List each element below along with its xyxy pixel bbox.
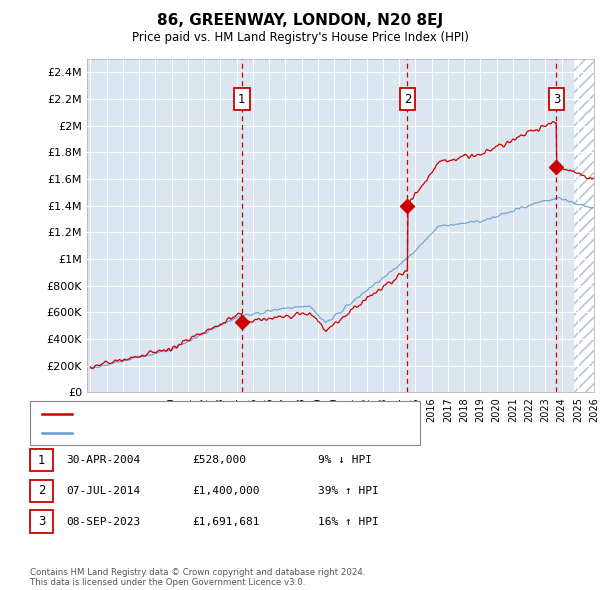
Text: £1,400,000: £1,400,000 [192,486,260,496]
Text: Price paid vs. HM Land Registry's House Price Index (HPI): Price paid vs. HM Land Registry's House … [131,31,469,44]
Text: 2: 2 [38,484,45,497]
Text: Contains HM Land Registry data © Crown copyright and database right 2024.
This d: Contains HM Land Registry data © Crown c… [30,568,365,587]
Text: 08-SEP-2023: 08-SEP-2023 [66,517,140,526]
Text: 86, GREENWAY, LONDON, N20 8EJ (detached house): 86, GREENWAY, LONDON, N20 8EJ (detached … [78,409,350,418]
Text: 3: 3 [38,515,45,528]
Text: £528,000: £528,000 [192,455,246,465]
Text: 1: 1 [38,454,45,467]
Bar [574,59,600,392]
Text: HPI: Average price, detached house, Barnet: HPI: Average price, detached house, Barn… [78,428,306,438]
Text: 1: 1 [238,93,245,106]
Text: 30-APR-2004: 30-APR-2004 [66,455,140,465]
Text: 07-JUL-2014: 07-JUL-2014 [66,486,140,496]
Bar [574,59,600,392]
Text: 16% ↑ HPI: 16% ↑ HPI [318,517,379,526]
Text: 3: 3 [553,93,560,106]
Text: 39% ↑ HPI: 39% ↑ HPI [318,486,379,496]
Text: 2: 2 [404,93,411,106]
Text: 86, GREENWAY, LONDON, N20 8EJ: 86, GREENWAY, LONDON, N20 8EJ [157,13,443,28]
Text: £1,691,681: £1,691,681 [192,517,260,526]
Text: 9% ↓ HPI: 9% ↓ HPI [318,455,372,465]
